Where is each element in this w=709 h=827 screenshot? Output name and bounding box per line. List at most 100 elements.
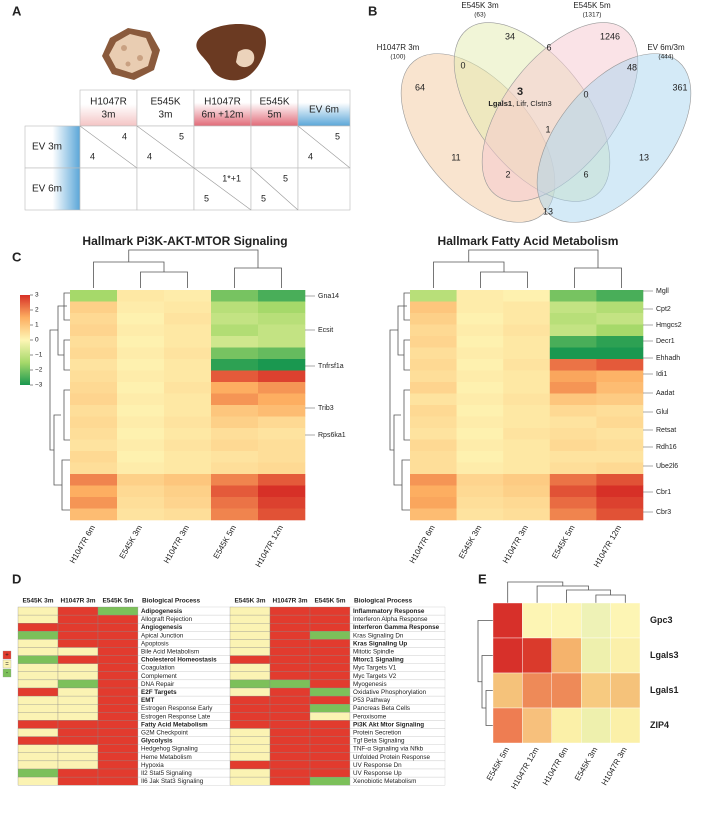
- process-name: Estrogen Response Late: [141, 713, 211, 720]
- region-count: 6: [583, 169, 588, 179]
- heatmap-cell: [70, 474, 118, 486]
- process-cell: [309, 671, 351, 681]
- heatmap-cell: [164, 290, 212, 302]
- heatmap-cell: [211, 497, 259, 509]
- heatmap-cell: [549, 485, 597, 498]
- heatmap-cell: [164, 439, 212, 452]
- heatmap-title: Hallmark Fatty Acid Metabolism: [438, 234, 619, 248]
- heatmap-cell: [522, 637, 553, 674]
- cell-diagonal: [250, 167, 299, 211]
- process-name: Adipogenesis: [141, 608, 183, 615]
- region-count: 3: [517, 86, 523, 98]
- heatmap-cell: [410, 324, 457, 337]
- process-name: Interferon Gamma Response: [353, 624, 440, 631]
- heatmap-cell: [456, 462, 504, 475]
- process-cell: [17, 752, 59, 762]
- heatmap-cell: [211, 416, 259, 429]
- process-cell: [17, 720, 59, 729]
- process-cell: [57, 752, 99, 762]
- process-name: Complement: [141, 673, 177, 680]
- process-name: Inflammatory Response: [353, 608, 425, 615]
- process-cell: [309, 712, 351, 721]
- heatmap-cell: [258, 324, 306, 337]
- heatmap-cell: [410, 313, 457, 325]
- process-cell: [229, 647, 271, 656]
- process-name: Protein Secretion: [353, 730, 402, 737]
- heatmap-cell: [549, 405, 597, 417]
- row-header: [24, 167, 81, 211]
- column-header: H1047R 3m: [272, 598, 307, 605]
- heatmap-cell: [258, 508, 306, 521]
- cell-diagonal: [79, 125, 138, 169]
- colorbar-label: 2: [35, 307, 39, 314]
- heatmap-cell: [164, 428, 212, 440]
- heatmap-cell: [596, 497, 644, 509]
- heatmap-cell: [211, 347, 259, 360]
- gene-label: Decr1: [656, 338, 675, 345]
- heatmap-cell: [117, 382, 165, 394]
- process-cell: [57, 744, 99, 753]
- process-cell: [269, 768, 311, 778]
- heatmap-cell: [503, 508, 551, 521]
- process-cell: [97, 639, 139, 648]
- heatmap-cell: [549, 416, 597, 429]
- process-cell: [309, 631, 351, 640]
- heatmap-cell: [456, 485, 504, 498]
- heatmap-cell: [503, 301, 551, 314]
- process-cell: [17, 736, 59, 745]
- process-cell: [269, 647, 311, 656]
- region-count: 1: [545, 124, 550, 134]
- x-label: H1047R 12m: [509, 745, 541, 791]
- process-cell: [57, 671, 99, 681]
- tissue-illustration: [102, 28, 160, 80]
- heatmap-cell: [211, 290, 259, 302]
- process-cell: [229, 623, 271, 632]
- heatmap-cell: [596, 359, 644, 371]
- x-label: H1047R 12m: [592, 523, 624, 569]
- process-name: Peroxisome: [353, 713, 387, 720]
- colorbar: [20, 295, 30, 385]
- heatmap-cell: [164, 485, 212, 498]
- process-cell: [269, 671, 311, 681]
- heatmap-cell: [211, 393, 259, 406]
- heatmap-cell: [549, 474, 597, 486]
- heatmap-cell: [70, 405, 118, 417]
- x-label: E545K 3m: [573, 745, 600, 782]
- process-cell: [17, 712, 59, 721]
- process-cell: [57, 647, 99, 656]
- process-cell: [17, 760, 59, 770]
- process-cell: [17, 768, 59, 778]
- heatmap-cell: [164, 405, 212, 417]
- colorbar-label: 3: [35, 292, 39, 299]
- column-header: H1047R: [204, 97, 241, 108]
- heatmap-cell: [258, 359, 306, 371]
- gene-label: Glul: [656, 409, 669, 416]
- process-cell: [17, 744, 59, 753]
- column-header: H1047R: [90, 97, 127, 108]
- process-cell: [269, 704, 311, 713]
- process-name: Kras Signaling Up: [353, 640, 407, 647]
- process-cell: [229, 728, 271, 737]
- column-header: Biological Process: [142, 598, 201, 605]
- annotation-rest: , Lifr, Clstn3: [512, 99, 552, 108]
- process-name: DNA Repair: [141, 681, 174, 688]
- process-name: Angiogenesis: [141, 624, 183, 631]
- heatmap-cell: [581, 707, 611, 744]
- process-cell: [269, 695, 311, 705]
- process-cell: [309, 679, 351, 689]
- heatmap-cell: [549, 301, 597, 314]
- heatmap-cell: [503, 290, 551, 302]
- heatmap-cell: [70, 416, 118, 429]
- heatmap-cell: [258, 474, 306, 486]
- process-cell: [229, 679, 271, 689]
- heatmap-cell: [70, 290, 118, 302]
- column-header: E545K 3m: [234, 598, 265, 605]
- heatmap-cell: [456, 313, 504, 325]
- legend-swatch: [2, 659, 12, 669]
- process-cell: [17, 679, 59, 689]
- process-cell: [309, 614, 351, 624]
- heatmap-cell: [549, 451, 597, 463]
- heatmap-cell: [164, 382, 212, 394]
- process-cell: [229, 720, 271, 729]
- column-header: 3m: [102, 110, 116, 121]
